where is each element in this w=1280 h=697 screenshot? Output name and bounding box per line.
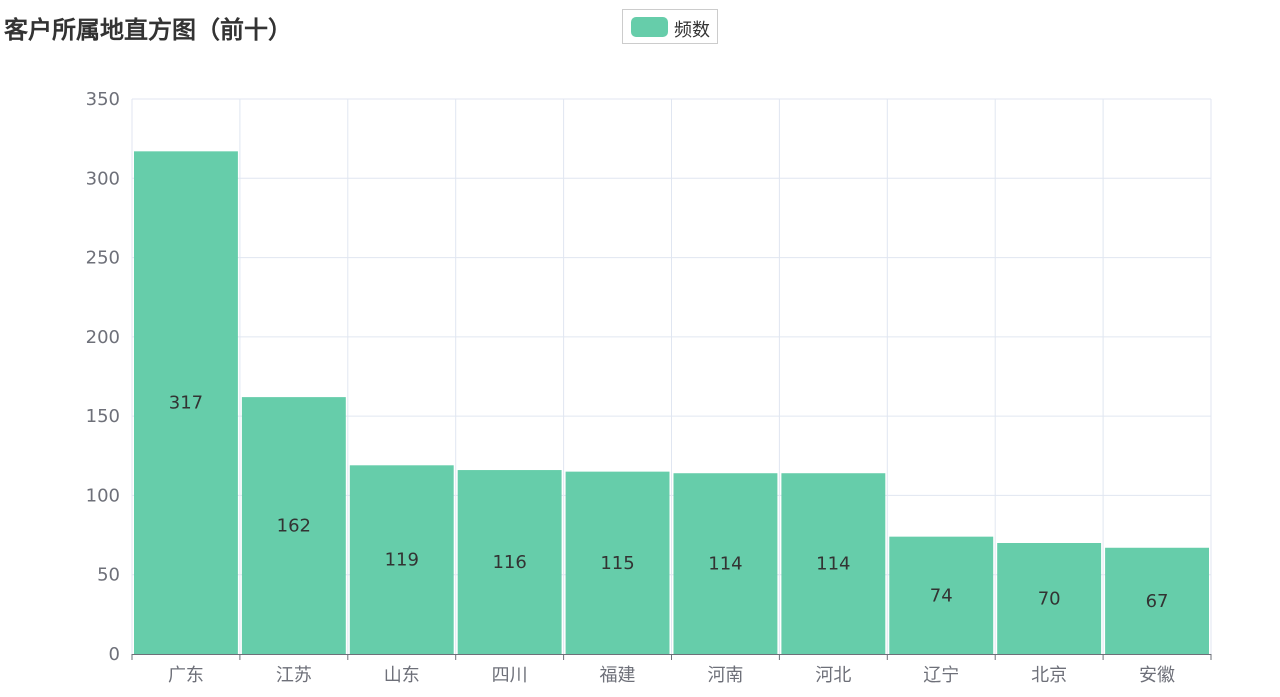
x-tick-label: 河南 <box>707 665 743 686</box>
bar[interactable] <box>565 471 670 654</box>
data-label: 162 <box>277 516 311 537</box>
data-label: 115 <box>600 553 634 574</box>
bar[interactable] <box>997 543 1102 654</box>
x-tick-label: 福建 <box>600 665 636 686</box>
x-tick-label: 四川 <box>492 665 528 686</box>
bars <box>134 151 1209 655</box>
labels: 0 50 100 150 200 250 300 350 317 广东 162 江苏 119 山东 116 四… <box>86 89 1175 686</box>
data-label: 114 <box>816 554 850 575</box>
legend-swatch <box>631 17 668 37</box>
data-label: 114 <box>708 554 742 575</box>
y-tick-label: 100 <box>86 485 120 506</box>
y-tick-label: 350 <box>86 89 120 110</box>
bar[interactable] <box>889 536 994 654</box>
y-tick-label: 250 <box>86 248 120 269</box>
bar[interactable] <box>457 470 562 654</box>
legend-label: 频数 <box>674 20 710 41</box>
bar[interactable] <box>349 465 454 654</box>
chart-title: 客户所属地直方图（前十） <box>4 16 292 44</box>
data-label: 74 <box>930 585 953 606</box>
x-tick-label: 辽宁 <box>923 665 959 686</box>
x-tick-label: 河北 <box>815 665 851 686</box>
bar[interactable] <box>673 473 778 654</box>
data-label: 116 <box>492 552 526 573</box>
axes <box>131 654 1212 660</box>
data-label: 119 <box>385 550 419 571</box>
bar[interactable] <box>781 473 886 654</box>
data-label: 67 <box>1146 591 1169 612</box>
x-tick-label: 江苏 <box>276 665 312 686</box>
x-tick-label: 北京 <box>1031 665 1067 686</box>
y-tick-label: 0 <box>109 644 120 665</box>
data-label: 70 <box>1038 589 1061 610</box>
x-tick-label: 山东 <box>384 665 420 686</box>
bar[interactable] <box>134 151 238 655</box>
y-tick-label: 50 <box>97 565 120 586</box>
y-tick-label: 150 <box>86 406 120 427</box>
bar[interactable] <box>241 397 346 654</box>
y-tick-label: 200 <box>86 327 120 348</box>
legend[interactable]: 频数 <box>622 9 718 44</box>
y-tick-label: 300 <box>86 168 120 189</box>
bar[interactable] <box>1105 547 1209 654</box>
x-tick-label: 安徽 <box>1139 665 1175 686</box>
x-tick-label: 广东 <box>168 665 204 686</box>
data-label: 317 <box>169 393 203 414</box>
grid-lines <box>131 98 1212 654</box>
